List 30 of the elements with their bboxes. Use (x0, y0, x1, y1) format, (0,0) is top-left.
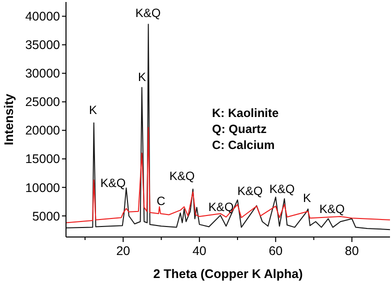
annotation: K&Q (319, 202, 345, 216)
annotation: K: Kaolinite (212, 106, 279, 120)
x-axis-title: 2 Theta (Copper K Alpha) (153, 267, 303, 281)
annotation: C (156, 194, 166, 208)
y-tick-label: 35000 (25, 38, 60, 52)
line-series (66, 24, 390, 230)
annotation: K&Q (269, 182, 295, 196)
annotation: K (302, 191, 312, 206)
x-tick-label: 40 (192, 244, 206, 258)
y-axis-title: Intensity (2, 94, 16, 146)
line-series (66, 126, 390, 224)
y-tick-label: 5000 (32, 209, 60, 224)
y-tick-label: 20000 (25, 124, 60, 138)
annotation: K&Q (237, 184, 263, 198)
x-tick-label: 20 (116, 244, 130, 258)
x-tick-label: 60 (268, 244, 283, 258)
annotation: K (138, 70, 146, 84)
annotation: K&Q (100, 176, 126, 190)
annotation: K&Q (208, 200, 234, 214)
annotation: C: Calcium (212, 138, 275, 152)
annotation: Q: Quartz (212, 122, 267, 136)
y-tick-label: 10000 (25, 180, 60, 195)
annotation: K&Q (135, 6, 161, 20)
annotation: K (88, 103, 98, 118)
y-tick-label: 15000 (25, 152, 60, 166)
y-tick-label: 30000 (25, 66, 60, 81)
x-tick-label: 80 (344, 244, 359, 258)
annotation: K&Q (169, 169, 195, 184)
y-tick-label: 40000 (25, 10, 60, 24)
y-tick-label: 25000 (25, 95, 60, 110)
